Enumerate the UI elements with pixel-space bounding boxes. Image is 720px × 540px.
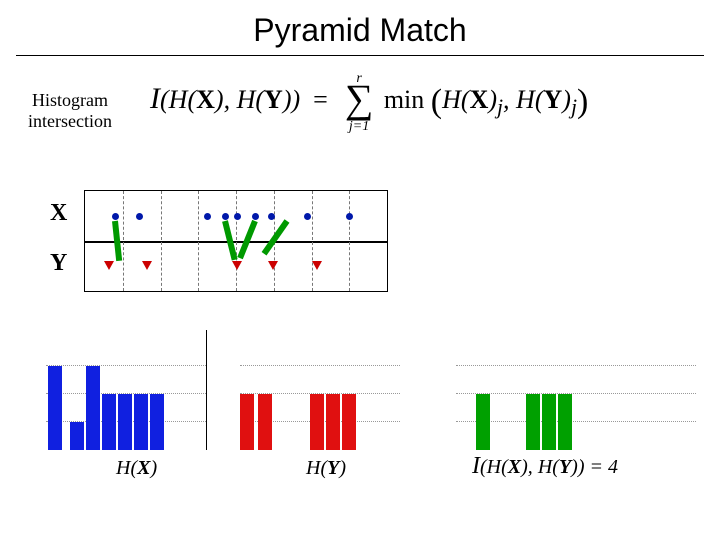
formula: I(H(X), H(Y)) = r ∑ j=1 min (H(X)j, H(Y)…	[150, 82, 588, 121]
histogram-label: I(H(X), H(Y)) = 4	[472, 453, 618, 480]
bin-divider	[349, 191, 350, 291]
sum-bot: j=1	[345, 119, 374, 135]
fsub1: j	[497, 95, 503, 119]
histogram-area: H(X) H(Y) I(H(X), H(Y)) = 4	[30, 338, 690, 478]
hist-l1: Histogram	[32, 90, 108, 110]
y-point	[232, 261, 242, 270]
histogram-bar	[150, 394, 164, 450]
histogram-bar	[48, 366, 62, 450]
bin-divider	[312, 191, 313, 291]
fX1: X	[196, 85, 215, 114]
hist-l2: intersection	[28, 111, 112, 131]
formula-I: I	[150, 82, 160, 115]
fH1: H	[169, 85, 188, 114]
histogram-bar	[86, 366, 100, 450]
bin-divider	[236, 191, 237, 291]
x-point	[304, 213, 311, 220]
histogram-bar	[258, 394, 272, 450]
x-point	[234, 213, 241, 220]
fY2: Y	[544, 85, 563, 114]
histogram-bar	[240, 394, 254, 450]
x-point	[136, 213, 143, 220]
hist-yaxis	[206, 330, 207, 450]
histogram-bar	[342, 394, 356, 450]
histogram-group: H(X)	[46, 350, 206, 450]
grid-line	[46, 365, 206, 366]
histogram-intersection-label: Histogram intersection	[28, 90, 112, 131]
fY1: Y	[264, 85, 283, 114]
histogram-bar	[476, 394, 490, 450]
histogram-bar	[542, 394, 556, 450]
fX2: X	[470, 85, 489, 114]
fH2: H	[237, 85, 256, 114]
x-axis-label: X	[50, 200, 67, 227]
histogram-label: H(X)	[116, 457, 157, 480]
grid-line	[456, 393, 696, 394]
bin-diagram: X Y	[36, 190, 396, 310]
histogram-bar	[526, 394, 540, 450]
histogram-bar	[558, 394, 572, 450]
x-point	[112, 213, 119, 220]
grid-line	[456, 365, 696, 366]
x-point	[346, 213, 353, 220]
histogram-label: H(Y)	[306, 457, 346, 480]
histogram-bar	[326, 394, 340, 450]
y-point	[312, 261, 322, 270]
x-point	[222, 213, 229, 220]
histogram-group: I(H(X), H(Y)) = 4	[456, 350, 696, 450]
y-point	[104, 261, 114, 270]
bin-divider	[161, 191, 162, 291]
bin-divider	[123, 191, 124, 291]
histogram-bar	[102, 394, 116, 450]
slide-title: Pyramid Match	[0, 0, 720, 49]
title-rule	[16, 55, 704, 56]
grid-line	[240, 365, 400, 366]
feq: =	[313, 85, 328, 114]
fH4: H	[516, 85, 535, 114]
histogram-bar	[134, 394, 148, 450]
histogram-bar	[118, 394, 132, 450]
x-point	[204, 213, 211, 220]
bin-divider	[198, 191, 199, 291]
y-point	[268, 261, 278, 270]
x-point	[268, 213, 275, 220]
x-point	[252, 213, 259, 220]
fH3: H	[442, 85, 461, 114]
y-point	[142, 261, 152, 270]
histogram-bar	[310, 394, 324, 450]
histogram-group: H(Y)	[240, 350, 400, 450]
y-axis-label: Y	[50, 250, 67, 277]
sum-top: r	[345, 71, 374, 87]
histogram-bar	[70, 422, 84, 450]
sum-block: r ∑ j=1	[345, 85, 374, 119]
grid-line	[456, 421, 696, 422]
bins-border	[84, 190, 388, 292]
fmin: min	[384, 85, 424, 114]
